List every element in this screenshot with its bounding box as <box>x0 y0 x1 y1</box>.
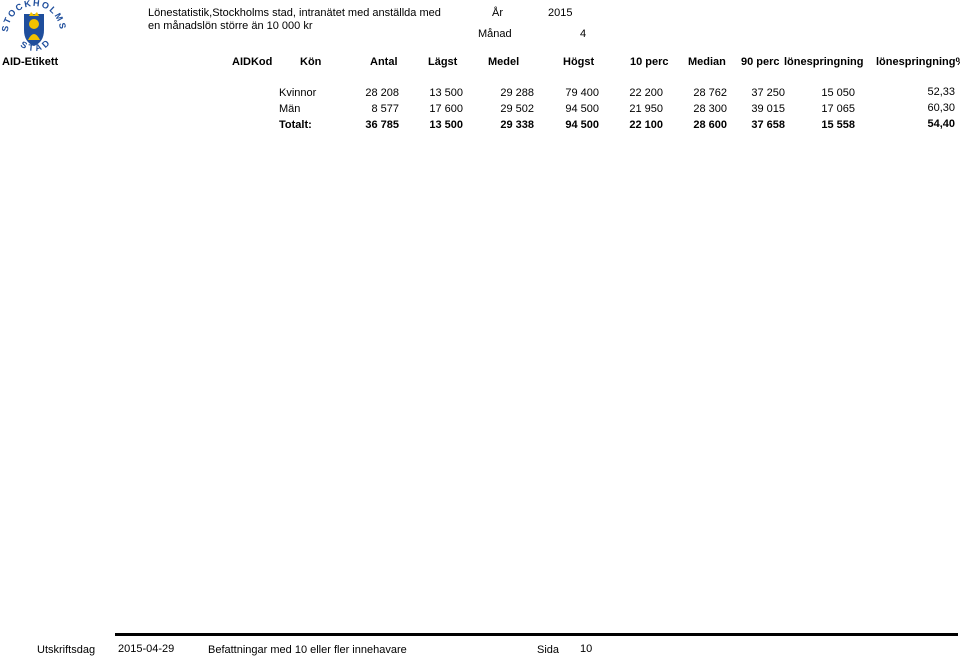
column-header: 90 perc <box>741 56 780 68</box>
table-cell: 60,30 <box>927 102 955 114</box>
table-cell: 15 050 <box>821 87 855 99</box>
row-label: Män <box>279 103 300 115</box>
logo-shield <box>24 14 44 46</box>
table-cell: 21 950 <box>629 103 663 115</box>
table-cell: 94 500 <box>565 119 599 131</box>
table-cell: 39 015 <box>751 103 785 115</box>
table-cell: 22 100 <box>629 119 663 131</box>
page-label: Sida <box>537 644 560 656</box>
footer-description: Befattningar med 10 eller fler innehavar… <box>208 644 407 656</box>
row-label: Kvinnor <box>279 87 317 99</box>
print-date-label: Utskriftsdag <box>37 644 95 656</box>
month-label: Månad <box>478 28 512 40</box>
logo: STOCKHOLMS STAD <box>0 0 67 53</box>
table-cell: 29 502 <box>500 103 534 115</box>
table-cell: 94 500 <box>565 103 599 115</box>
column-header: AID-Etikett <box>2 56 59 68</box>
column-header: Median <box>688 56 726 68</box>
logo-body <box>28 34 40 40</box>
footer-rule <box>115 633 958 636</box>
column-header: Lägst <box>428 56 458 68</box>
title: en månadslön större än 10 000 kr <box>148 20 313 32</box>
column-header: AIDKod <box>232 56 272 68</box>
table-cell: 17 600 <box>429 103 463 115</box>
table-cell: 52,33 <box>927 86 955 98</box>
table-cell: 8 577 <box>371 103 399 115</box>
table-cell: 13 500 <box>429 87 463 99</box>
column-header: Högst <box>563 56 595 68</box>
table-cell: 28 600 <box>693 119 727 131</box>
table-header: AID-Etikett AIDKod Kön Antal Lägst Medel Högst… <box>2 56 960 68</box>
table-cell: 28 208 <box>365 87 399 99</box>
title: Lönestatistik,Stockholms stad, intranäte… <box>148 7 441 19</box>
table-cell: 54,40 <box>927 118 955 130</box>
column-header: Kön <box>300 56 322 68</box>
column-header: Antal <box>370 56 398 68</box>
table-cell: 37 658 <box>751 119 785 131</box>
table-cell: 37 250 <box>751 87 785 99</box>
table-cell: 17 065 <box>821 103 855 115</box>
year-label: År <box>492 6 503 19</box>
table-cell: 28 300 <box>693 103 727 115</box>
table-cell: 29 288 <box>500 87 534 99</box>
column-header: lönespringning <box>784 56 863 68</box>
row-label: Totalt: <box>279 119 312 131</box>
table-cell: 29 338 <box>500 119 534 131</box>
column-header: Medel <box>488 56 519 68</box>
table-cell: 79 400 <box>565 87 599 99</box>
month: 4 <box>580 28 586 40</box>
table-body: Kvinnor 28 208 13 500 29 288 79 400 22 200 28 … <box>279 86 955 131</box>
column-header: 10 perc <box>630 56 669 68</box>
year: 2015 <box>548 7 572 19</box>
print-date: 2015-04-29 <box>118 643 174 655</box>
table-cell: 15 558 <box>821 119 855 131</box>
table-cell: 36 785 <box>365 119 399 131</box>
column-header: lönespringning% <box>876 56 960 68</box>
logo-crown <box>29 12 39 16</box>
table-cell: 22 200 <box>629 87 663 99</box>
logo-head <box>29 19 39 29</box>
table-cell: 28 762 <box>693 87 727 99</box>
table-cell: 13 500 <box>429 119 463 131</box>
page-number: 10 <box>580 643 592 655</box>
